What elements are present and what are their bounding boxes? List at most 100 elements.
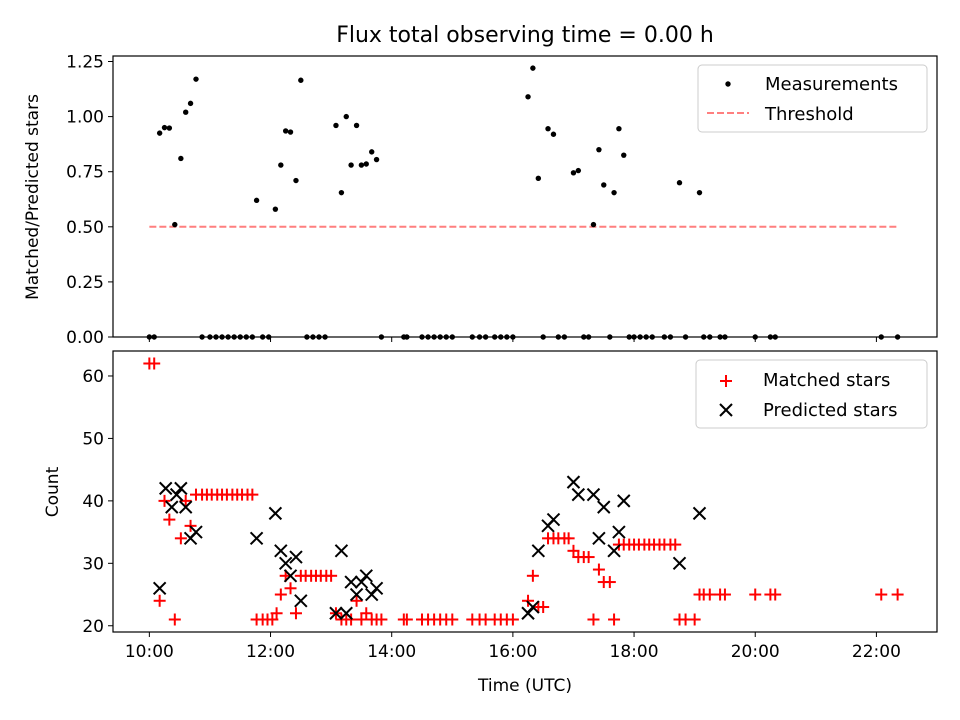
x-tick-label: 12:00: [246, 642, 295, 662]
measurement-point: [338, 189, 345, 196]
matched-point: [587, 613, 600, 626]
legend-measurements-marker: [725, 81, 731, 87]
y-tick-label: 1.00: [66, 108, 104, 128]
measurement-point: [601, 182, 607, 188]
legend-matched-marker: [720, 375, 732, 387]
predicted-point: [586, 487, 601, 502]
measurement-point: [545, 126, 551, 132]
measurement-point: [193, 76, 199, 82]
predicted-point: [672, 556, 687, 571]
matched-point: [375, 613, 388, 626]
x-tick-label: 16:00: [488, 642, 537, 662]
matched-point: [582, 551, 595, 564]
matched-point: [355, 613, 368, 626]
measurement-point: [178, 155, 184, 162]
measurement-point: [298, 77, 304, 83]
measurement-point: [156, 130, 163, 136]
measurement-point: [166, 125, 173, 131]
predicted-point: [278, 556, 293, 571]
top-y-axis-label: Matched/Predicted stars: [23, 94, 43, 300]
matched-point: [153, 594, 166, 607]
y-tick-label: 0.50: [66, 218, 104, 238]
measurement-point: [278, 162, 284, 168]
matched-point: [526, 569, 539, 582]
measurement-point: [161, 124, 168, 131]
y-tick-label: 0.75: [66, 163, 104, 183]
top-legend-box: [697, 64, 928, 133]
predicted-point: [283, 569, 298, 583]
legend-threshold-label: Threshold: [764, 104, 854, 125]
measurement-point: [676, 180, 683, 186]
matched-point: [567, 544, 580, 557]
y-tick-label: 0.25: [66, 273, 104, 293]
bottom-x-axis-label: Time (UTC): [477, 676, 572, 696]
measurement-point: [348, 162, 354, 168]
matched-point: [360, 607, 373, 620]
matched-point: [274, 588, 287, 601]
measurement-point: [358, 162, 365, 168]
predicted-point: [617, 494, 631, 508]
measurement-point: [596, 146, 602, 153]
measurement-point: [373, 156, 380, 163]
predicted-point: [339, 606, 353, 620]
top-y-ticks: 0.00 0.25 0.50 0.75 1.00 1.25: [66, 53, 113, 348]
measurement-point: [172, 221, 178, 228]
predicted-point: [526, 600, 540, 614]
predicted-point: [369, 581, 384, 595]
y-tick-label: 30: [82, 554, 104, 574]
bottom-plot-marks: [143, 357, 904, 626]
matched-point: [325, 569, 338, 582]
measurement-point: [530, 65, 536, 71]
matched-point: [168, 613, 181, 626]
predicted-point: [597, 500, 611, 514]
predicted-point: [169, 487, 184, 502]
measurement-point: [187, 100, 194, 107]
measurement-point: [363, 161, 369, 167]
x-tick-label: 22:00: [852, 642, 901, 662]
matched-point: [608, 613, 621, 626]
measurement-point: [333, 122, 339, 129]
matched-point: [174, 532, 187, 545]
y-tick-label: 40: [82, 492, 104, 512]
measurement-point: [616, 126, 622, 132]
measurement-point: [570, 170, 577, 176]
matched-point: [749, 588, 762, 601]
matched-point: [506, 613, 519, 626]
legend-predicted-marker: [719, 403, 733, 417]
predicted-point: [592, 531, 606, 546]
measurement-point: [353, 122, 360, 129]
measurement-point: [183, 109, 189, 115]
predicted-point: [546, 512, 561, 527]
top-panel: 0.00 0.25 0.50 0.75 1.00 1.25 Matched/Predict…: [23, 53, 938, 348]
predicted-point: [571, 487, 586, 502]
matched-point: [289, 607, 302, 620]
measurement-point: [575, 167, 582, 174]
measurement-point: [525, 94, 531, 100]
matched-point: [350, 594, 363, 607]
predicted-point: [607, 544, 621, 558]
matched-point: [718, 588, 731, 601]
predicted-point: [294, 594, 308, 608]
predicted-point: [566, 475, 581, 489]
bottom-legend: Matched stars Predicted stars: [695, 359, 928, 429]
y-tick-label: 0.00: [66, 328, 104, 348]
top-axes-frame: [112, 55, 938, 338]
predicted-point: [531, 544, 546, 558]
matched-point: [703, 588, 716, 601]
bottom-x-ticks: 10:00 12:00 14:00 16:00 18:00 20:00 22:00: [125, 632, 901, 662]
matched-point: [446, 613, 459, 626]
measurement-point: [590, 221, 597, 228]
y-tick-label: 20: [82, 617, 104, 637]
x-tick-label: 18:00: [610, 642, 659, 662]
measurement-point: [369, 149, 375, 155]
matched-point: [246, 488, 259, 501]
predicted-point: [159, 481, 173, 496]
bottom-panel: 20 30 40 50 60 10:00 12:00 14:00 16:00 18:00 20:0…: [43, 350, 938, 696]
predicted-point: [289, 550, 303, 564]
chart-title: Flux total observing time = 0.00 h: [336, 23, 714, 48]
matched-point: [158, 494, 171, 507]
matched-point: [266, 613, 279, 626]
matched-point: [669, 538, 682, 551]
measurement-point: [272, 206, 279, 212]
